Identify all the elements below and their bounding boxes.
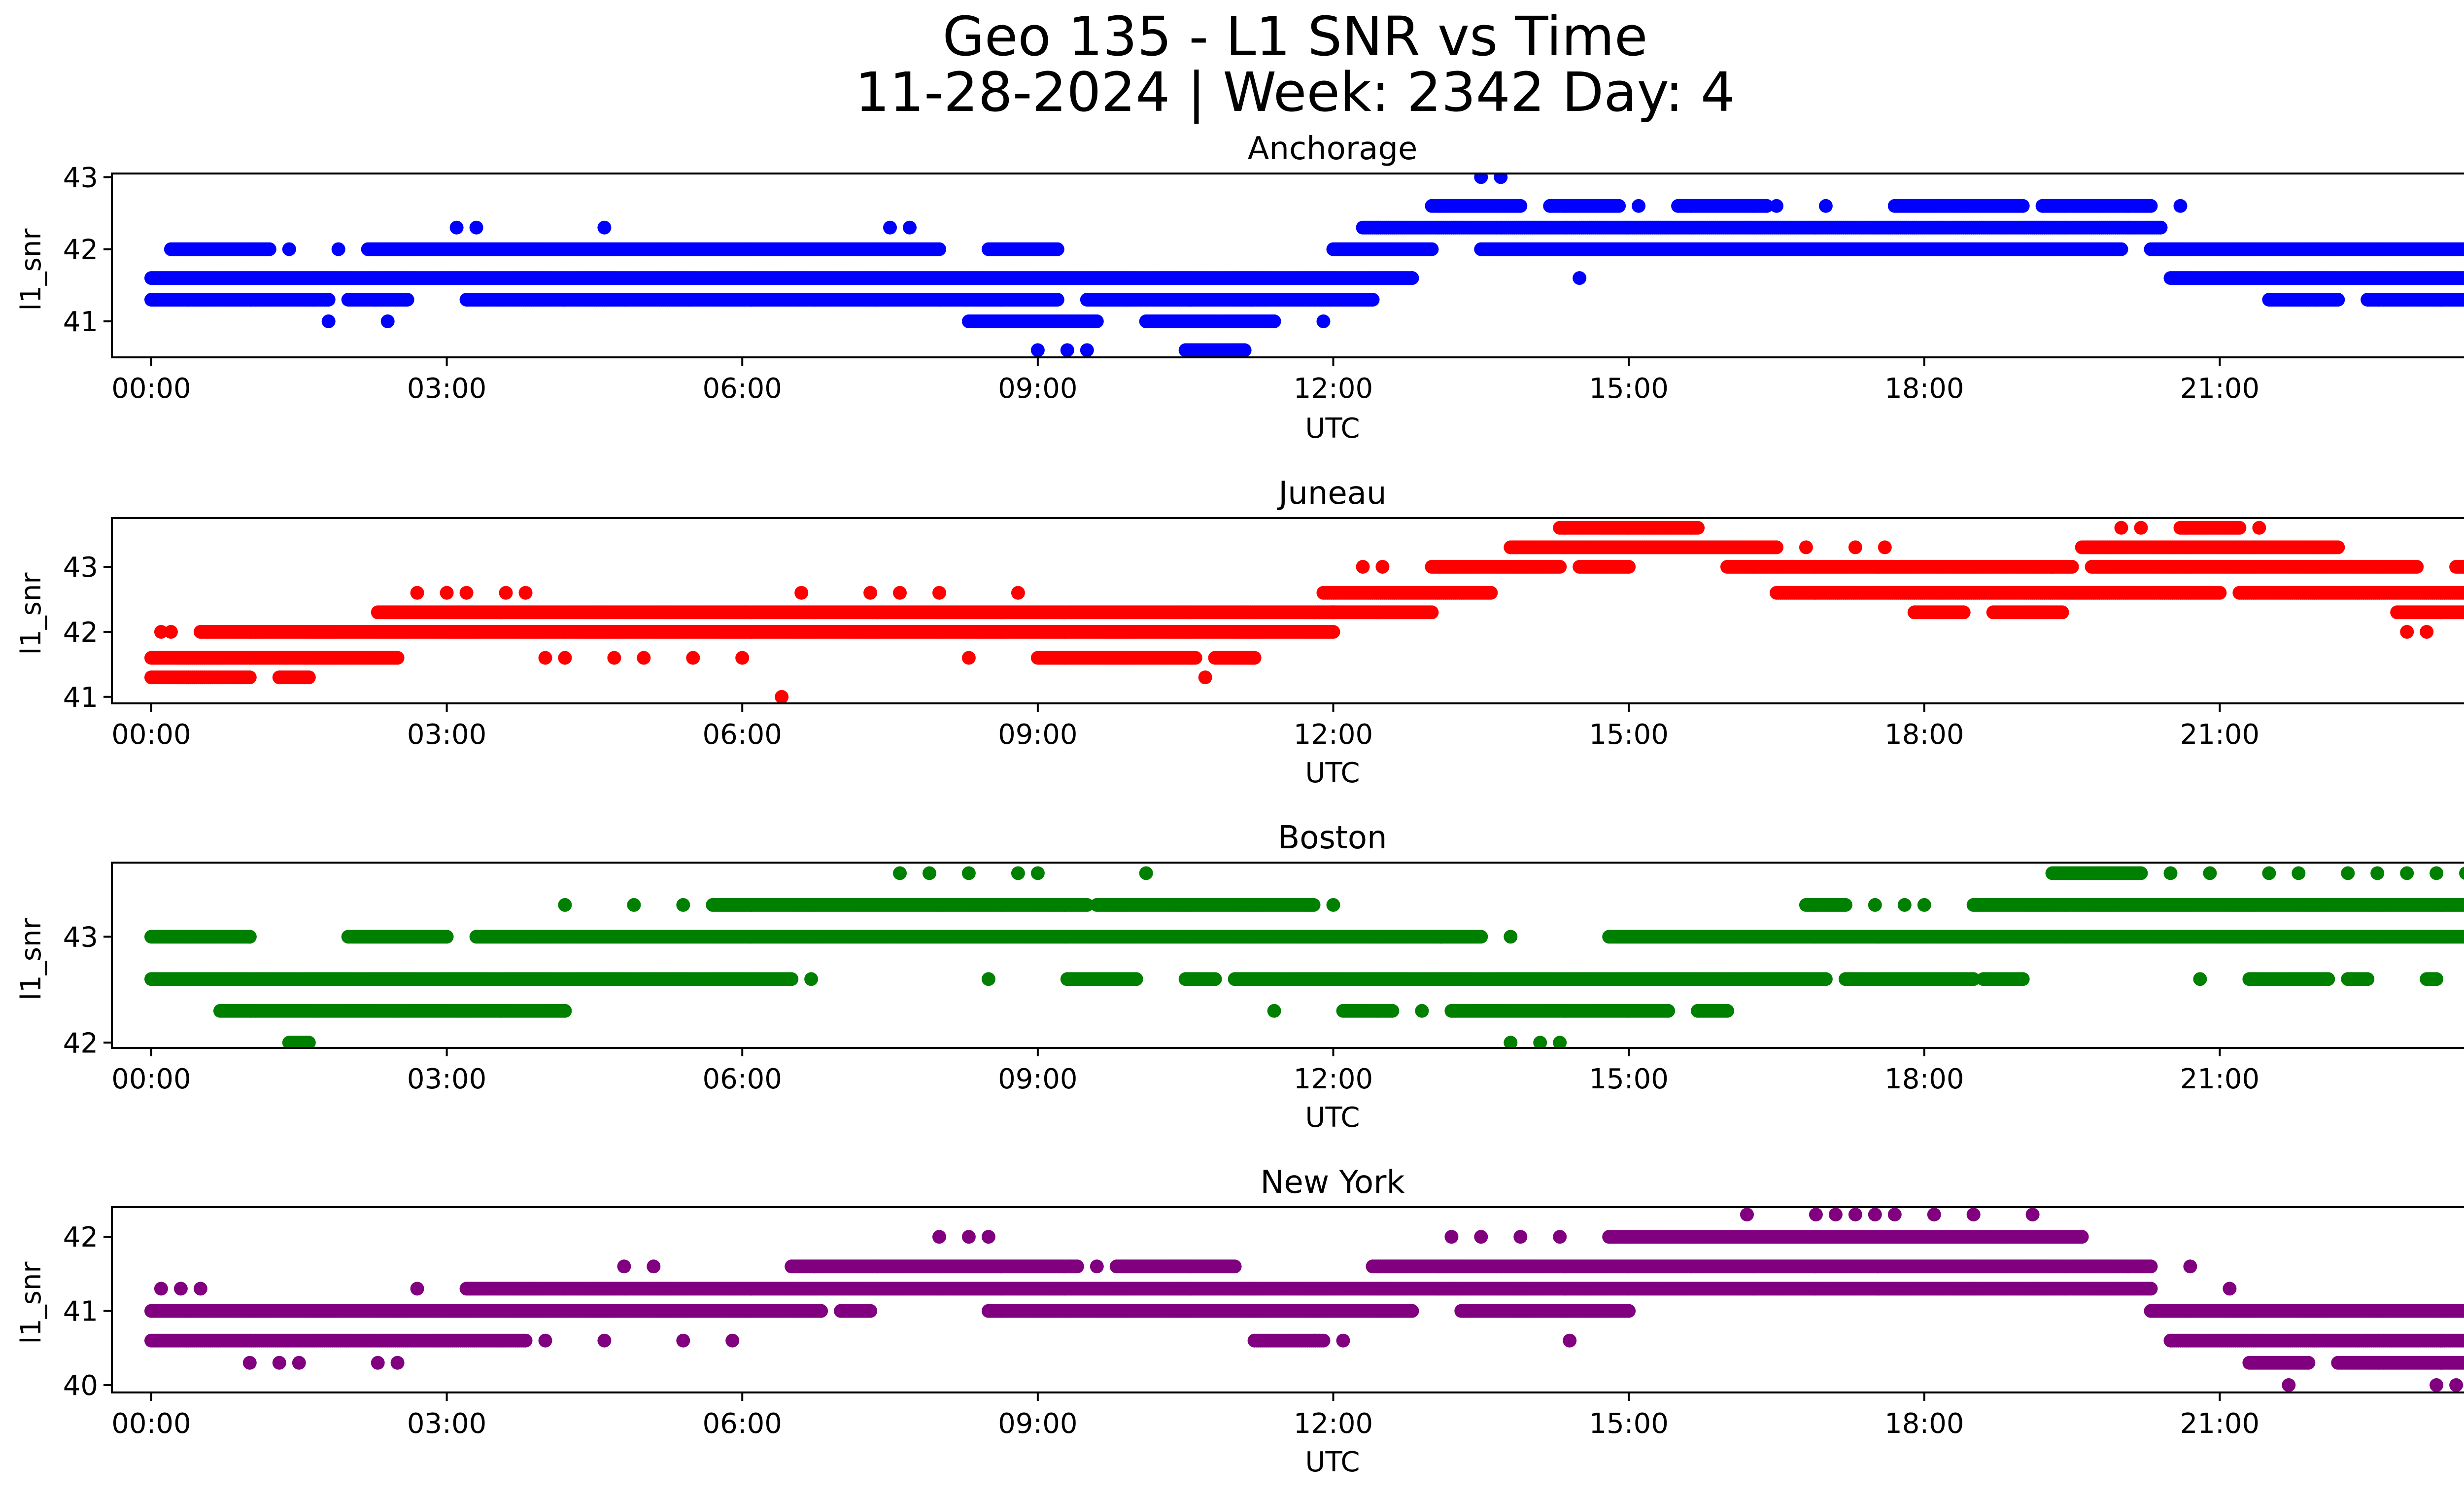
data-point — [400, 293, 414, 307]
data-point — [331, 242, 345, 256]
data-point — [1484, 586, 1498, 600]
data-point — [2144, 199, 2158, 213]
data-point — [1030, 343, 1045, 357]
data-point — [1513, 199, 1528, 213]
data-point — [1474, 174, 1488, 184]
scatter-series — [144, 174, 2464, 357]
data-point — [903, 220, 917, 235]
data-point — [2016, 199, 2030, 213]
data-point — [2173, 199, 2188, 213]
data-point — [2461, 294, 2464, 306]
figure-title-line2: 11-28-2024 | Week: 2342 Day: 4 — [855, 61, 1735, 124]
x-axis-label: UTC — [1305, 757, 1360, 789]
data-point — [1060, 343, 1074, 357]
data-point — [1267, 314, 1281, 328]
scatter-series — [144, 521, 2464, 703]
x-axis-label: UTC — [1305, 413, 1360, 445]
x-tick-label: 03:00 — [407, 373, 486, 405]
data-point — [1050, 293, 1064, 307]
data-point — [390, 651, 405, 665]
data-point — [1188, 651, 1202, 665]
data-point — [1425, 605, 1439, 620]
data-point — [883, 220, 897, 235]
x-tick-label: 18:00 — [1884, 373, 1964, 405]
data-point — [449, 220, 464, 235]
data-point — [242, 670, 257, 685]
data-point — [1760, 199, 1774, 213]
data-point — [1366, 293, 1380, 307]
data-point — [380, 314, 395, 328]
data-point — [1770, 199, 1783, 213]
data-point — [932, 242, 946, 256]
x-tick-label: 12:00 — [1294, 373, 1373, 405]
data-point — [1247, 651, 1262, 665]
data-point — [282, 242, 296, 256]
data-point — [469, 220, 483, 235]
data-point — [1316, 314, 1331, 328]
data-point — [2331, 293, 2345, 307]
data-point — [1612, 199, 1626, 213]
y-axis-label: l1_snr — [15, 572, 47, 655]
x-tick-label: 21:00 — [2180, 373, 2259, 405]
y-tick-label: 42 — [63, 234, 98, 266]
data-point — [321, 293, 336, 307]
x-tick-label: 15:00 — [1589, 373, 1668, 405]
data-point — [1090, 314, 1104, 328]
y-tick-label: 41 — [63, 306, 98, 338]
data-point — [1425, 242, 1439, 256]
data-point — [2461, 243, 2464, 255]
data-point — [1405, 271, 1419, 285]
x-tick-label: 06:00 — [703, 373, 782, 405]
figure-title-line1: Geo 135 - L1 SNR vs Time — [942, 5, 1647, 68]
x-tick-label: 09:00 — [998, 373, 1077, 405]
data-point — [1573, 271, 1587, 285]
data-point — [1632, 199, 1646, 213]
y-axis-label: l1_snr — [15, 228, 47, 311]
data-point — [1237, 343, 1252, 357]
x-tick-label: 00:00 — [111, 373, 191, 405]
data-point — [1326, 625, 1340, 639]
data-point — [1080, 343, 1094, 357]
panel-title: Anchorage — [1248, 131, 1418, 167]
y-tick-label: 43 — [63, 162, 98, 194]
data-point — [262, 242, 276, 256]
data-point — [321, 314, 336, 328]
panel-anchorage: Anchorage UTC l1_snr 00:00 03:00 06:00 09:0… — [15, 131, 2464, 445]
panel-juneau: Juneau UTC l1_snr 00:00 03:00 06:00 09:00 12… — [15, 475, 2464, 789]
data-point — [1818, 199, 1833, 213]
data-point — [597, 220, 612, 235]
data-point — [1050, 242, 1064, 256]
panel-title: Juneau — [1276, 475, 1386, 512]
data-point — [302, 670, 316, 685]
data-point — [2461, 272, 2464, 284]
data-point — [2114, 242, 2128, 256]
data-point — [1494, 174, 1508, 184]
data-point — [2154, 220, 2168, 235]
